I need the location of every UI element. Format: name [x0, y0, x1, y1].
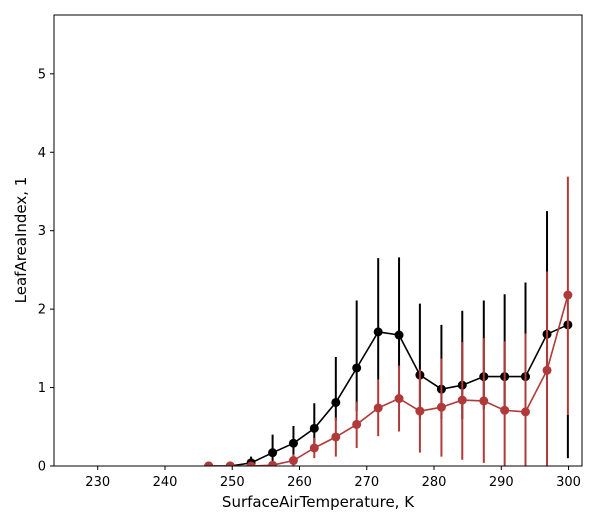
series-1-point: [394, 394, 404, 404]
series-0-point: [268, 448, 278, 458]
y-tick-label: 2: [38, 303, 46, 318]
y-tick-label: 5: [38, 67, 46, 82]
series-0-point: [331, 397, 341, 407]
series-1-point: [268, 460, 278, 466]
x-tick-label: 260: [287, 475, 312, 490]
series-1-point: [415, 406, 425, 416]
series-1-point: [500, 405, 510, 415]
series-1-point: [521, 407, 531, 417]
x-axis-label: SurfaceAirTemperature, K: [222, 493, 415, 511]
y-tick-label: 4: [38, 146, 46, 161]
series-0-point: [352, 363, 362, 373]
y-tick-label: 1: [38, 381, 46, 396]
x-tick-label: 290: [489, 475, 514, 490]
series-0-point: [288, 438, 298, 448]
series-1-point: [309, 443, 319, 453]
x-tick-label: 230: [85, 475, 110, 490]
series-1-point: [479, 396, 489, 406]
series-1-point: [331, 432, 341, 442]
chart-marks: [204, 176, 573, 466]
plot-frame: [53, 14, 583, 467]
series-1-point: [457, 395, 467, 405]
series-1-point: [352, 419, 362, 429]
x-tick-label: 270: [354, 475, 379, 490]
series-0-point: [309, 423, 319, 433]
chart-ticks: 230 240 250 260 270 280 290 300 0 1 2 3 4 5: [38, 67, 581, 490]
x-tick-label: 240: [153, 475, 178, 490]
y-axis-label: LeafAreaIndex, 1: [12, 177, 30, 304]
series-1-point: [373, 403, 383, 413]
plot-area: [204, 176, 573, 466]
y-tick-label: 3: [38, 224, 46, 239]
series-1-point: [542, 365, 552, 375]
x-tick-label: 280: [422, 475, 447, 490]
series-1-point: [246, 461, 256, 466]
series-1-point: [436, 402, 446, 412]
series-1-point: [563, 290, 573, 300]
plot-background: [54, 15, 582, 466]
series-0-point: [373, 327, 383, 337]
x-tick-label: 300: [556, 475, 581, 490]
series-1-point: [288, 456, 298, 466]
series-1-point: [204, 461, 214, 466]
series-1-point: [225, 461, 235, 466]
series-0-point: [394, 330, 404, 340]
x-tick-label: 250: [220, 475, 245, 490]
y-tick-label: 0: [38, 460, 46, 475]
